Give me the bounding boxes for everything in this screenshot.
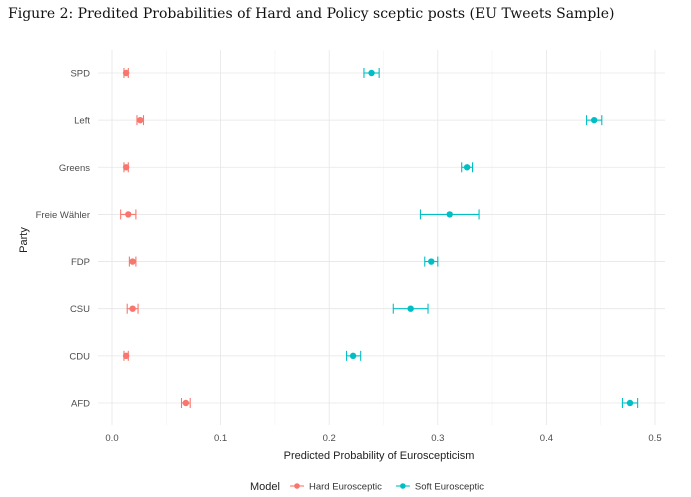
y-tick-label: CDU (69, 351, 90, 362)
chart-marks (120, 68, 639, 408)
y-tick-label: SPD (70, 69, 90, 80)
y-tick-label: Left (74, 116, 90, 127)
x-tick-label: 0.4 (540, 433, 553, 444)
x-tick-label: 0.5 (648, 433, 661, 444)
data-point (137, 116, 144, 124)
legend-key-point (294, 483, 300, 489)
legend: Model Hard Eurosceptic Soft Eurosceptic (250, 481, 484, 493)
x-tick-label: 0.0 (105, 433, 118, 444)
legend-key-point (400, 483, 406, 489)
x-tick-label: 0.1 (214, 433, 227, 444)
y-tick-label: CSU (70, 304, 90, 315)
y-tick-label: Greens (59, 163, 90, 174)
y-tick-label: Freie Wähler (36, 210, 90, 221)
data-point (349, 352, 357, 360)
data-point (368, 69, 375, 77)
legend-item: Soft Eurosceptic (395, 482, 484, 493)
data-point (182, 399, 190, 407)
data-point (129, 258, 136, 265)
figure-title: Figure 2: Predited Probabilities of Hard… (8, 6, 615, 22)
y-tick-label: AFD (71, 398, 90, 409)
x-tick-label: 0.3 (431, 433, 444, 444)
data-point (626, 399, 634, 407)
legend-title: Model (250, 481, 280, 493)
legend-label: Hard Eurosceptic (309, 482, 382, 493)
data-point (428, 258, 435, 265)
y-axis: SPD Left Greens Freie Wähler FDP CSU CDU AFD (36, 69, 91, 410)
x-axis: 0.0 0.1 0.2 0.3 0.4 0.5 (105, 433, 661, 444)
data-point (122, 164, 130, 171)
series-hard-eurosceptic (120, 68, 191, 408)
data-point (407, 305, 414, 312)
x-axis-title: Predicted Probability of Euroscepticism (284, 450, 475, 462)
legend-label: Soft Eurosceptic (415, 482, 484, 493)
y-tick-label: FDP (71, 257, 90, 268)
data-point (590, 116, 598, 124)
legend-item: Hard Eurosceptic (290, 482, 382, 493)
data-point (122, 352, 130, 360)
series-soft-eurosceptic (346, 68, 639, 408)
data-point (122, 69, 130, 77)
data-point (125, 211, 132, 218)
data-point (446, 211, 453, 218)
y-axis-title: Party (18, 227, 30, 253)
data-point (129, 305, 136, 312)
x-tick-label: 0.2 (323, 433, 336, 444)
grid (98, 50, 665, 425)
data-point (463, 164, 471, 171)
